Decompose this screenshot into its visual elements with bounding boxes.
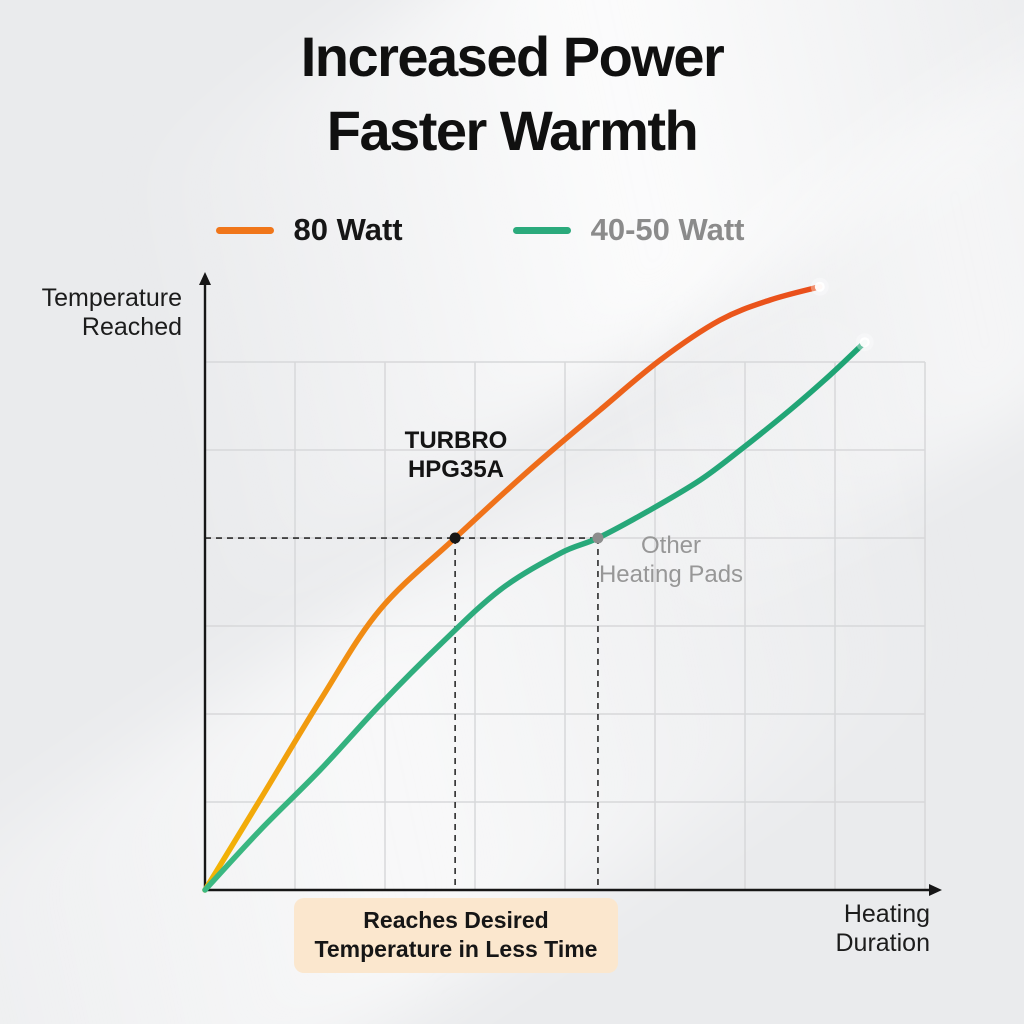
page-title: Increased Power Faster Warmth xyxy=(0,20,1024,168)
series-label-other-heating-pads: Other Heating Pads xyxy=(586,532,756,590)
other-label-line-1: Other xyxy=(640,532,702,559)
callout-line-2: Temperature in Less Time xyxy=(314,936,598,963)
legend-swatch-orange xyxy=(215,226,274,234)
turbro-label-line-1: TURBRO xyxy=(404,427,508,454)
y-axis-label-line-1: Temperature xyxy=(41,284,182,312)
y-axis-label-line-2: Reached xyxy=(81,313,182,341)
turbro-label-line-2: HPG35A xyxy=(407,455,505,483)
legend-swatch-green xyxy=(512,226,571,234)
legend-item-40-50-watt: 40-50 Watt xyxy=(512,212,745,248)
chart-legend: 80 Watt 40-50 Watt xyxy=(0,212,960,248)
other-label-line-2: Heating Pads xyxy=(598,560,744,588)
legend-label: 40-50 Watt xyxy=(590,212,745,247)
title-line-1: Increased Power xyxy=(300,25,725,88)
title-line-2: Faster Warmth xyxy=(326,98,699,162)
callout: Reaches Desired Temperature in Less Time xyxy=(294,898,618,973)
x-axis-label-line-2: Duration xyxy=(835,929,931,957)
legend-label: 80 Watt xyxy=(293,212,403,247)
y-axis-label: Temperature Reached xyxy=(18,284,182,342)
x-axis-label: Heating Duration xyxy=(806,900,931,958)
series-label-turbro: TURBRO HPG35A xyxy=(378,427,534,485)
legend-item-80-watt: 80 Watt xyxy=(215,212,403,248)
callout-line-1: Reaches Desired xyxy=(363,907,549,933)
x-axis-label-line-1: Heating xyxy=(843,900,930,928)
